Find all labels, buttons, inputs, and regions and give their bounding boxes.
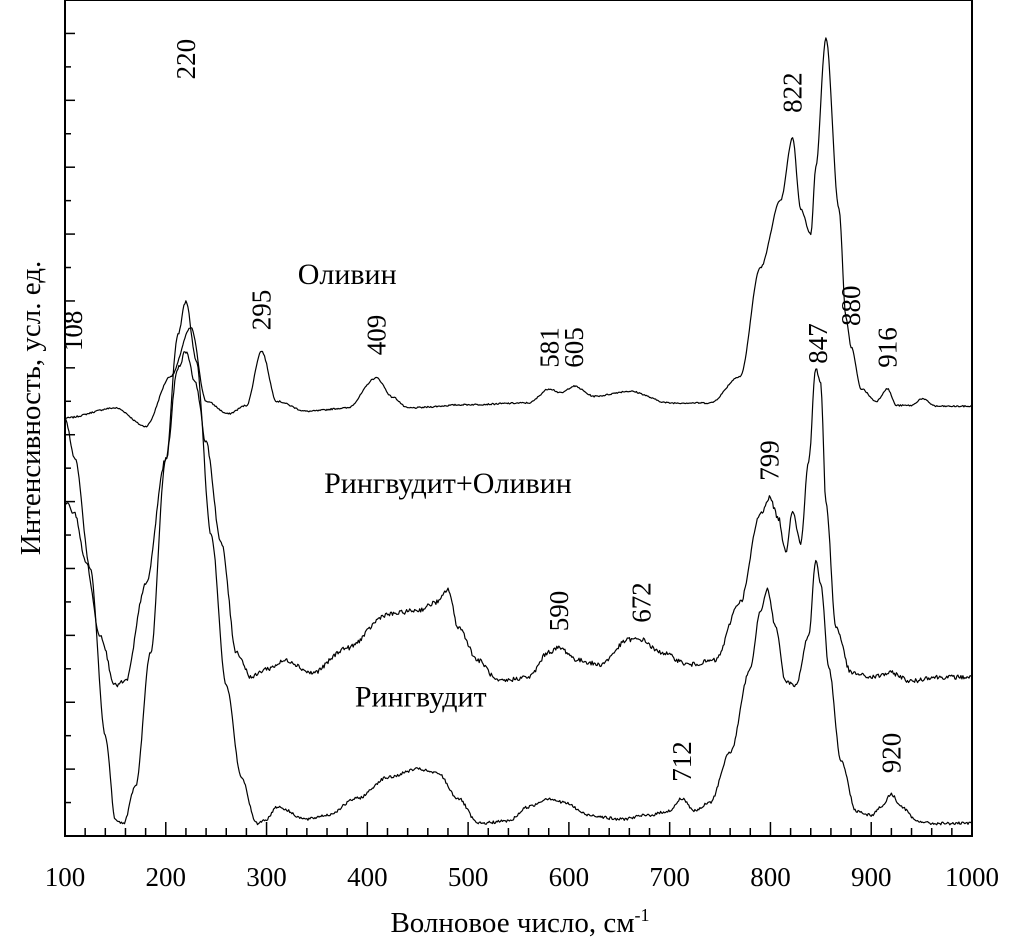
series-labels: Оливин Рингвудит+Оливин Рингвудит	[298, 258, 572, 713]
peak-label: 409	[361, 315, 391, 356]
peak-label: 672	[626, 582, 656, 623]
peak-label: 108	[58, 311, 88, 352]
x-tick-label: 800	[750, 862, 791, 892]
peak-label: 581	[535, 327, 565, 368]
spectra-curves	[64, 37, 973, 826]
peak-label: 605	[559, 327, 589, 368]
peak-label: 590	[544, 591, 574, 632]
spectrum-line	[64, 351, 972, 688]
series-label: Рингвудит	[355, 680, 487, 713]
x-axis-ticks	[64, 822, 973, 836]
plot-frame	[64, 0, 973, 837]
series-label: Оливин	[298, 258, 397, 291]
peak-label: 920	[876, 733, 906, 774]
x-tick-label: 400	[347, 862, 388, 892]
x-tick-label: 200	[146, 862, 187, 892]
x-axis-title: Волновое число, см-1	[390, 905, 649, 939]
spectrum-line	[64, 37, 973, 428]
x-tick-label: 600	[549, 862, 590, 892]
series-label: Рингвудит+Оливин	[324, 467, 572, 500]
y-axis-ticks	[65, 0, 75, 837]
peak-label: 916	[872, 327, 902, 368]
x-tick-label: 1000	[945, 862, 999, 892]
peak-label: 712	[667, 741, 697, 782]
x-tick-label: 900	[851, 862, 892, 892]
peak-label: 847	[803, 323, 833, 364]
x-tick-label: 300	[246, 862, 287, 892]
x-tick-label: 100	[45, 862, 86, 892]
x-axis-tick-labels: 100 200 300 400 500 600 700 800 900 1000	[45, 862, 999, 892]
y-axis-title: Интенсивность, усл. ед.	[15, 261, 47, 555]
spectrum-line	[64, 300, 973, 826]
peak-label: 220	[171, 39, 201, 80]
peak-label: 799	[754, 440, 784, 481]
peak-label: 880	[836, 286, 866, 327]
peak-label: 295	[247, 290, 277, 331]
x-tick-label: 500	[448, 862, 489, 892]
peak-label: 822	[778, 72, 808, 113]
x-tick-label: 700	[649, 862, 690, 892]
